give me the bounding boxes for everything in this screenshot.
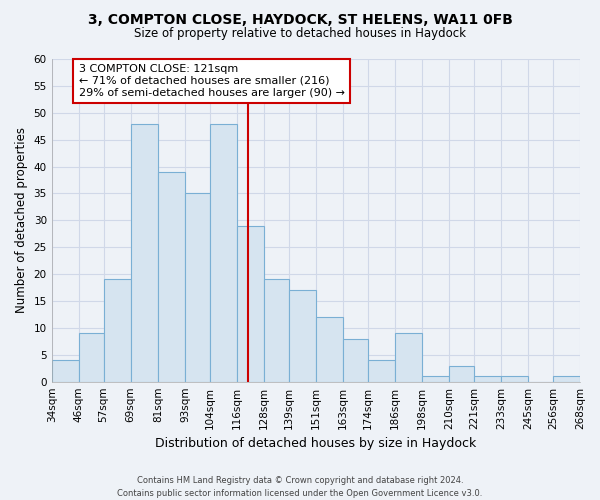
- Bar: [52, 360, 79, 382]
- Bar: [264, 280, 289, 382]
- Bar: [553, 376, 580, 382]
- Text: Contains HM Land Registry data © Crown copyright and database right 2024.
Contai: Contains HM Land Registry data © Crown c…: [118, 476, 482, 498]
- Bar: [79, 334, 104, 382]
- Bar: [289, 290, 316, 382]
- Bar: [395, 334, 422, 382]
- Text: Size of property relative to detached houses in Haydock: Size of property relative to detached ho…: [134, 28, 466, 40]
- Text: 3, COMPTON CLOSE, HAYDOCK, ST HELENS, WA11 0FB: 3, COMPTON CLOSE, HAYDOCK, ST HELENS, WA…: [88, 12, 512, 26]
- Bar: [185, 194, 210, 382]
- Bar: [449, 366, 474, 382]
- Bar: [501, 376, 528, 382]
- X-axis label: Distribution of detached houses by size in Haydock: Distribution of detached houses by size …: [155, 437, 476, 450]
- Bar: [474, 376, 501, 382]
- Bar: [368, 360, 395, 382]
- Bar: [104, 280, 131, 382]
- Y-axis label: Number of detached properties: Number of detached properties: [15, 128, 28, 314]
- Text: 3 COMPTON CLOSE: 121sqm
← 71% of detached houses are smaller (216)
29% of semi-d: 3 COMPTON CLOSE: 121sqm ← 71% of detache…: [79, 64, 345, 98]
- Bar: [316, 317, 343, 382]
- Bar: [158, 172, 185, 382]
- Bar: [131, 124, 158, 382]
- Bar: [343, 338, 368, 382]
- Bar: [237, 226, 264, 382]
- Bar: [210, 124, 237, 382]
- Bar: [422, 376, 449, 382]
